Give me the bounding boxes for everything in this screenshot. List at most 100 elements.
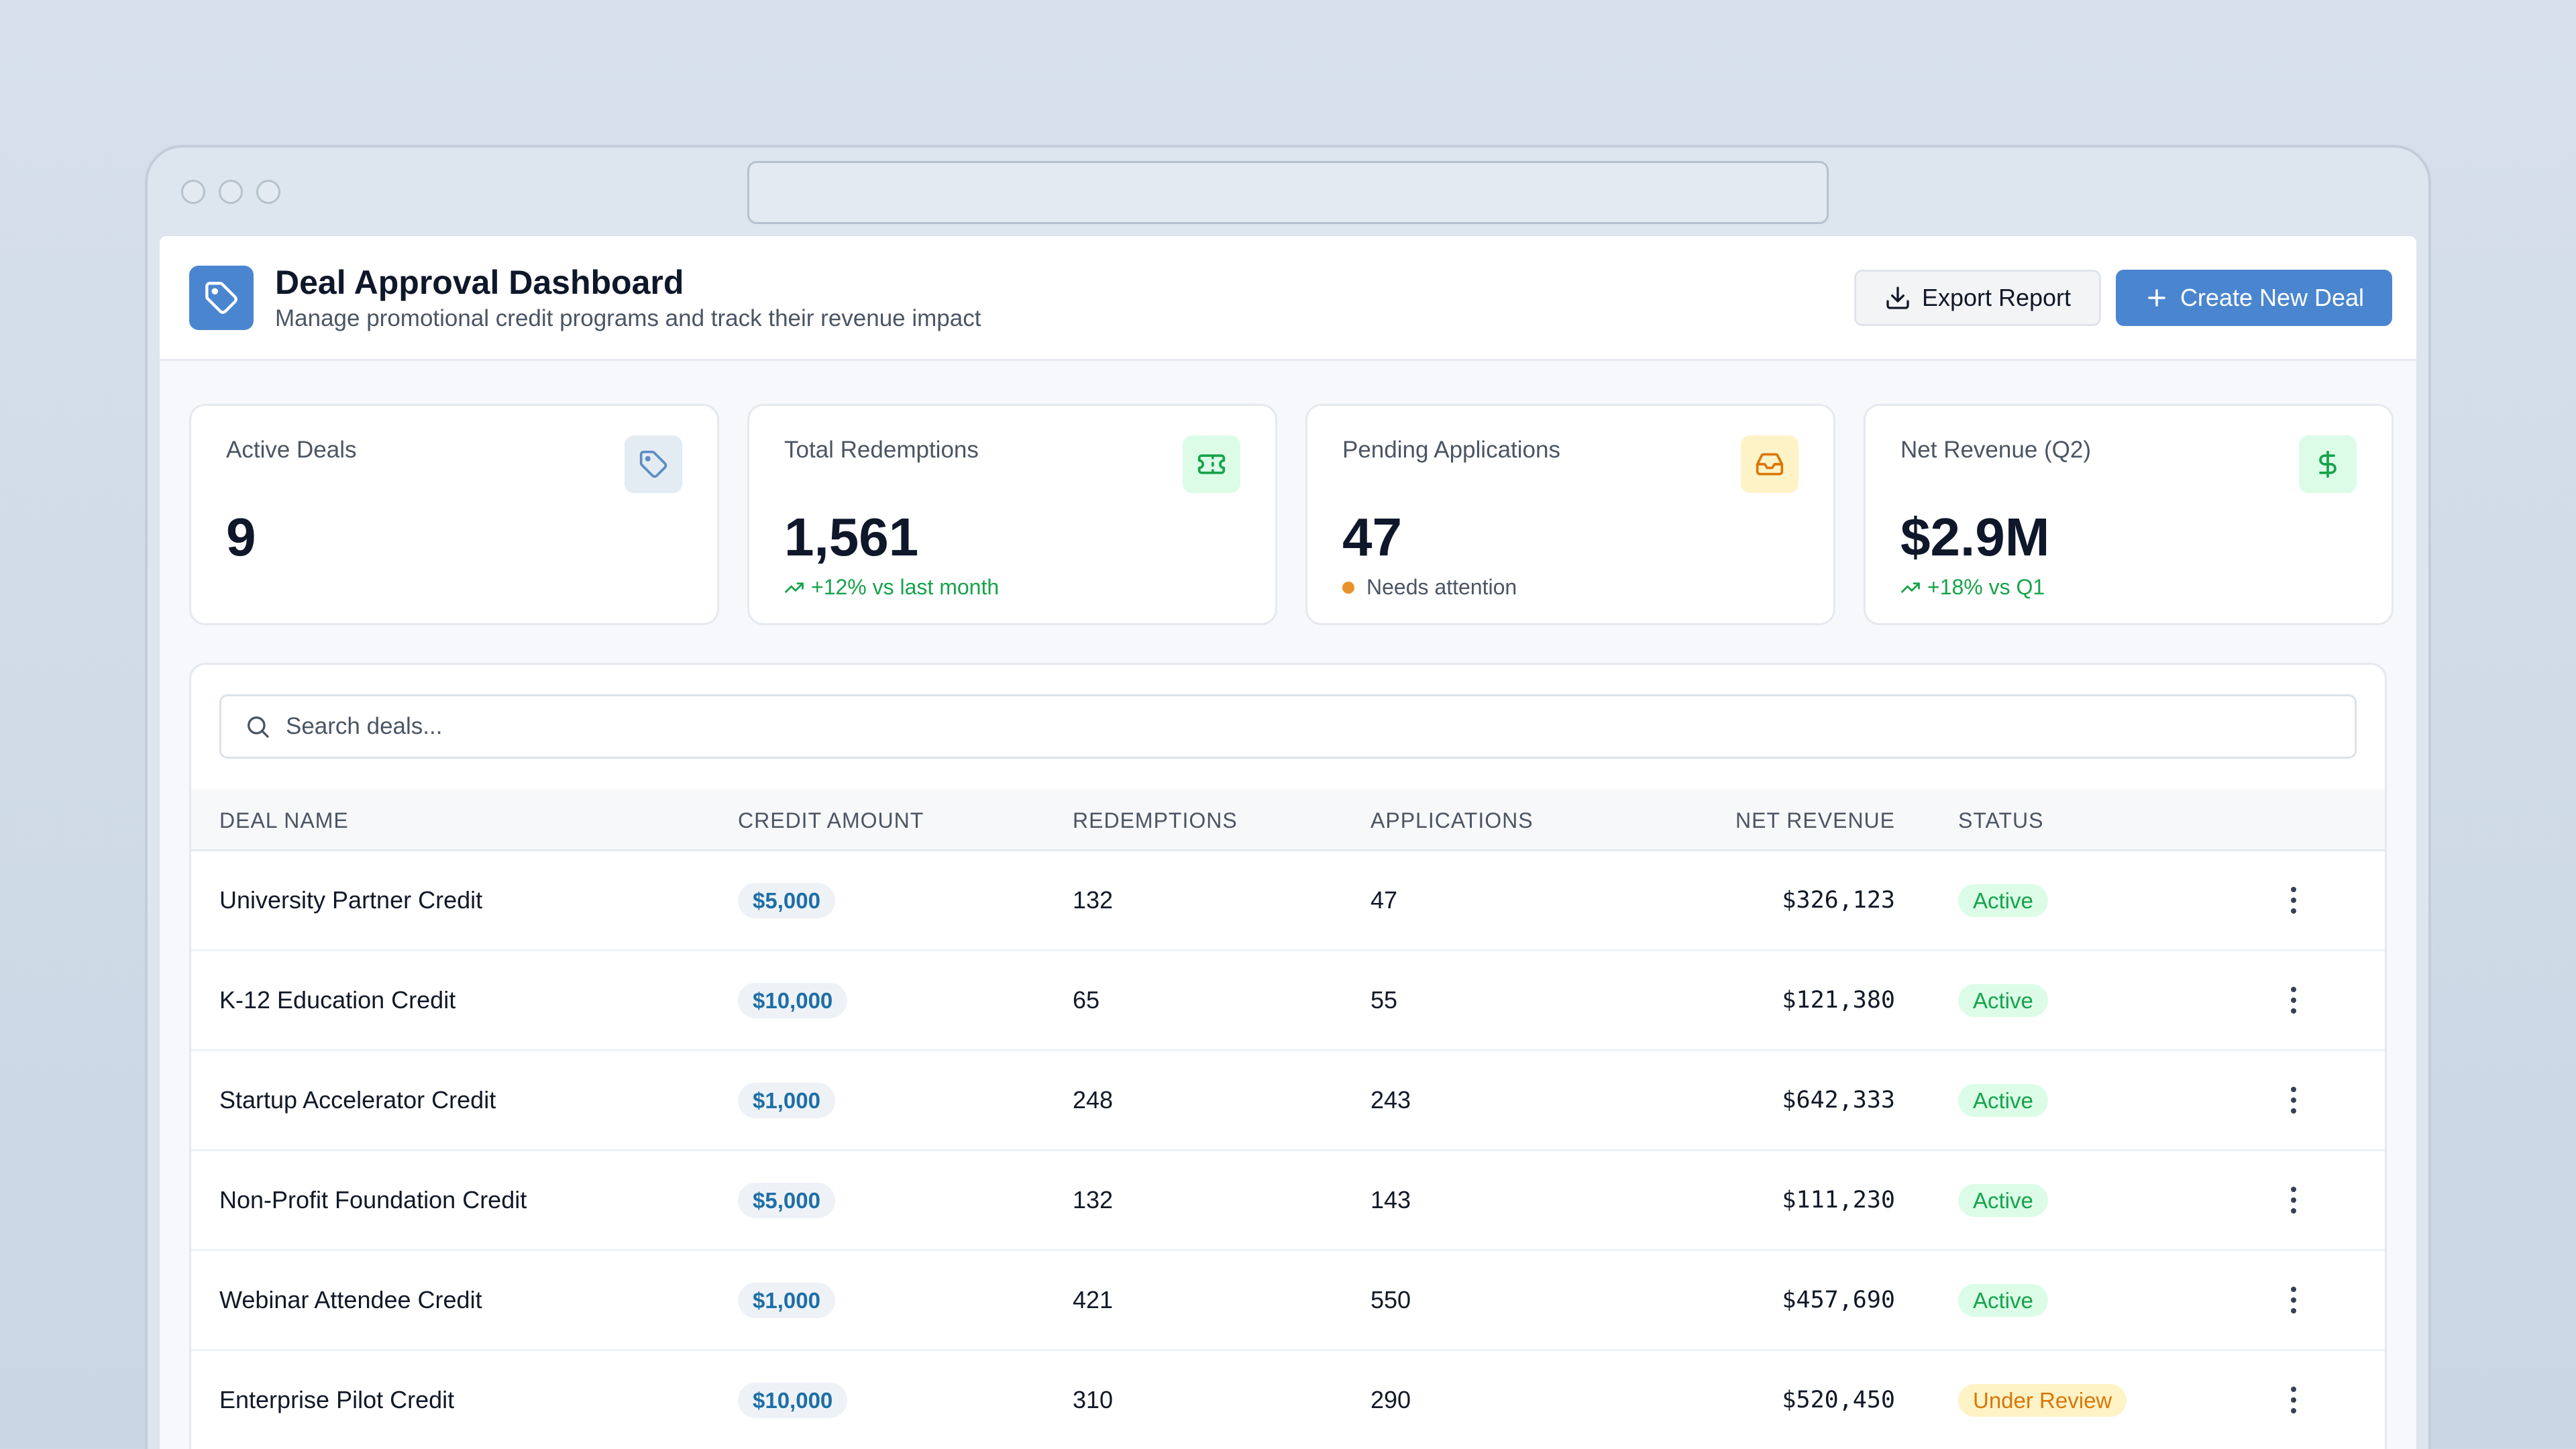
window-controls [181,180,280,204]
stat-card-pending-applications: Pending Applications 47 Needs attention [1305,404,1835,625]
applications-cell: 550 [1371,1286,1411,1313]
status-badge: Active [1958,1184,2048,1217]
tag-icon [189,266,254,330]
trending-up-icon [1901,582,1920,593]
redemptions-cell: 65 [1073,986,1100,1014]
table-row[interactable]: University Partner Credit $5,000 132 47 … [191,851,2385,951]
search-icon [248,716,269,738]
more-options-icon[interactable] [2291,1187,2296,1214]
table-body: University Partner Credit $5,000 132 47 … [191,851,2385,1449]
status-badge: Active [1958,884,2048,917]
deal-name-cell: K-12 Education Credit [219,986,456,1014]
table-row[interactable]: Enterprise Pilot Credit $10,000 310 290 … [191,1351,2385,1449]
net-revenue-cell: $642,333 [1782,1087,1895,1114]
attention-text: Needs attention [1366,575,1517,599]
column-header-applications[interactable]: APPLICATIONS [1371,808,1534,833]
more-options-icon[interactable] [2291,987,2296,1014]
trend-text: +18% vs Q1 [1927,575,2045,599]
page-header: Deal Approval Dashboard Manage promotion… [160,236,2416,361]
export-report-button[interactable]: Export Report [1854,270,2101,326]
search-input[interactable]: Search deals... [219,694,2357,759]
tag-icon [625,435,682,493]
redemptions-cell: 132 [1073,886,1114,914]
column-header-net-revenue[interactable]: NET REVENUE [1735,808,1895,833]
more-options-icon[interactable] [2291,887,2296,914]
more-options-icon[interactable] [2291,1387,2296,1413]
maximize-window-button[interactable] [256,180,280,204]
credit-amount-badge: $5,000 [738,883,835,918]
browser-window: Deal Approval Dashboard Manage promotion… [145,145,2431,1449]
create-new-deal-button[interactable]: Create New Deal [2116,270,2392,326]
stat-card-total-redemptions: Total Redemptions 1,561 +12% vs last mon… [747,404,1277,625]
credit-amount-badge: $1,000 [738,1283,835,1318]
trend-note: +12% vs last month [784,575,999,600]
status-badge: Active [1958,1084,2048,1117]
redemptions-cell: 132 [1073,1186,1114,1214]
more-options-icon[interactable] [2291,1287,2296,1313]
table-row[interactable]: Non-Profit Foundation Credit $5,000 132 … [191,1151,2385,1251]
ticket-icon [1183,435,1240,493]
table-row[interactable]: Webinar Attendee Credit $1,000 421 550 $… [191,1251,2385,1351]
create-new-deal-label: Create New Deal [2180,284,2365,311]
status-badge: Active [1958,1284,2048,1317]
net-revenue-cell: $121,380 [1782,987,1895,1014]
column-header-redemptions[interactable]: REDEMPTIONS [1073,808,1238,833]
inbox-icon [1741,435,1799,493]
credit-amount-badge: $5,000 [738,1183,835,1218]
credit-amount-badge: $10,000 [738,983,848,1018]
address-bar[interactable] [747,161,1829,224]
credit-amount-badge: $10,000 [738,1383,848,1418]
table-row[interactable]: Startup Accelerator Credit $1,000 248 24… [191,1051,2385,1151]
stat-value: 47 [1342,507,1402,567]
app-content: Deal Approval Dashboard Manage promotion… [160,236,2416,1449]
deal-name-cell: Enterprise Pilot Credit [219,1386,455,1413]
status-badge: Under Review [1958,1384,2127,1417]
plus-icon [2148,289,2165,307]
redemptions-cell: 421 [1073,1286,1114,1313]
stat-value: 9 [226,507,256,567]
stat-value: 1,561 [784,507,919,567]
trending-up-icon [785,582,804,593]
applications-cell: 55 [1371,986,1398,1014]
search-placeholder: Search deals... [286,713,443,739]
table-row[interactable]: K-12 Education Credit $10,000 65 55 $121… [191,951,2385,1051]
redemptions-cell: 310 [1073,1386,1114,1413]
applications-cell: 243 [1371,1086,1411,1114]
column-header-credit-amount[interactable]: CREDIT AMOUNT [738,808,924,833]
net-revenue-cell: $111,230 [1782,1187,1895,1214]
stat-card-active-deals: Active Deals 9 [189,404,719,625]
stat-card-net-revenue: Net Revenue (Q2) $2.9M +18% vs Q1 [1864,404,2394,625]
close-window-button[interactable] [181,180,205,204]
stat-label: Active Deals [226,437,357,463]
status-badge: Active [1958,984,2048,1017]
net-revenue-cell: $457,690 [1782,1287,1895,1313]
minimize-window-button[interactable] [219,180,243,204]
credit-amount-badge: $1,000 [738,1083,835,1118]
browser-chrome [148,148,2428,235]
stat-label: Total Redemptions [784,437,979,463]
deal-name-cell: Webinar Attendee Credit [219,1286,482,1313]
net-revenue-cell: $520,450 [1782,1387,1895,1413]
column-header-status[interactable]: STATUS [1958,808,2044,833]
stat-value: $2.9M [1900,507,2050,567]
page-subtitle: Manage promotional credit programs and t… [275,305,981,331]
trend-text: +12% vs last month [811,575,1000,599]
column-header-deal-name[interactable]: DEAL NAME [219,808,349,833]
export-report-label: Export Report [1921,284,2072,311]
deal-name-cell: Startup Accelerator Credit [219,1086,496,1114]
redemptions-cell: 248 [1073,1086,1114,1114]
applications-cell: 47 [1371,886,1398,914]
table-header: DEAL NAME CREDIT AMOUNT REDEMPTIONS APPL… [191,790,2385,851]
attention-note: Needs attention [1342,575,1517,600]
attention-dot [1342,581,1354,594]
applications-cell: 143 [1371,1186,1411,1214]
dollar-icon [2299,435,2357,493]
deals-table-panel: Search deals... DEAL NAME CREDIT AMOUNT … [189,663,2387,1449]
net-revenue-cell: $326,123 [1782,887,1895,914]
deal-name-cell: Non-Profit Foundation Credit [219,1186,527,1214]
deal-name-cell: University Partner Credit [219,886,483,914]
stats-row: Active Deals 9 Total Redemptions 1,561 [189,404,2394,625]
more-options-icon[interactable] [2291,1087,2296,1114]
stat-label: Net Revenue (Q2) [1900,437,2092,463]
trend-note: +18% vs Q1 [1900,575,2045,600]
